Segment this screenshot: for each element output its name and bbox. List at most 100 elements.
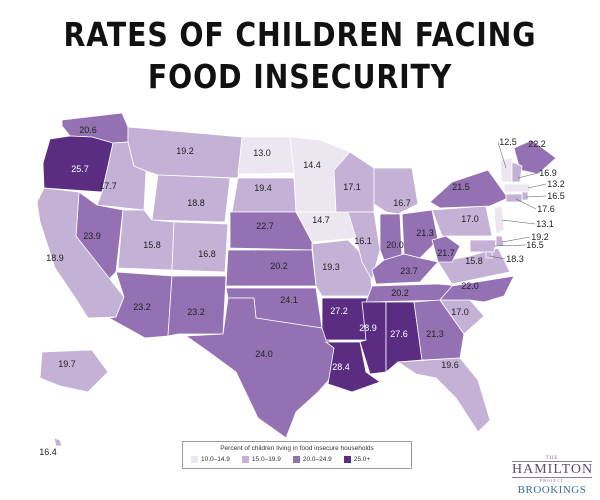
logo-brookings: BROOKINGS	[517, 484, 587, 496]
state-value-fl: 19.6	[441, 360, 459, 370]
state-value-tn: 20.2	[391, 288, 409, 298]
state-shapes	[36, 112, 557, 447]
state-value-oh: 21.3	[416, 228, 434, 238]
state-la	[324, 341, 381, 393]
state-value-ma: 13.2	[547, 179, 565, 189]
state-value-ak: 19.7	[58, 359, 76, 369]
legend-bins: 10.0–14.9 15.0–19.9 20.0–24.9 25.0+	[191, 456, 370, 463]
state-ky	[371, 253, 439, 285]
title-line-2: FOOD INSECURITY	[147, 57, 453, 96]
state-value-md: 16.5	[526, 240, 544, 250]
state-value-va: 15.8	[465, 256, 483, 266]
state-value-ct: 17.6	[537, 204, 555, 214]
state-value-ut: 15.8	[143, 240, 161, 250]
state-oh	[401, 209, 439, 259]
state-value-vt: 12.5	[499, 137, 517, 147]
state-ar	[321, 297, 373, 341]
state-value-ga: 21.3	[426, 329, 444, 339]
state-value-la: 28.4	[332, 362, 350, 372]
state-value-mo: 19.3	[322, 262, 340, 272]
state-ca	[36, 187, 125, 319]
legend-swatch-1	[191, 456, 198, 463]
state-value-nd: 13.0	[253, 148, 271, 158]
legend-bin-4: 25.0+	[343, 456, 371, 463]
map-legend: Percent of children living in food insec…	[182, 441, 412, 469]
state-nh	[511, 161, 523, 183]
state-value-de: 19.2	[531, 232, 549, 242]
state-pa	[431, 205, 493, 237]
leader-line-ct	[515, 198, 537, 210]
state-in	[379, 213, 403, 261]
leader-line-nj	[501, 219, 536, 225]
state-md	[469, 239, 497, 253]
state-value-ms: 28.9	[359, 323, 377, 333]
state-value-pa: 17.0	[461, 214, 479, 224]
state-ga	[413, 299, 465, 361]
hamilton-brookings-logo: THE HAMILTON PROJECT BROOKINGS	[512, 456, 592, 496]
state-value-sc: 17.0	[451, 307, 469, 317]
state-value-mt: 19.2	[176, 146, 194, 156]
state-value-nj: 13.1	[536, 219, 554, 229]
legend-bin-1: 10.0–14.9	[191, 456, 230, 463]
state-value-nm: 23.2	[187, 307, 205, 317]
state-value-ar: 27.2	[330, 306, 348, 316]
state-vt	[499, 157, 513, 183]
state-nc	[439, 275, 515, 303]
leader-line-de	[501, 236, 531, 243]
state-value-wi: 17.1	[343, 182, 361, 192]
state-value-dc: 18.3	[506, 254, 524, 264]
state-wv	[431, 235, 461, 263]
state-co	[171, 221, 229, 273]
legend-bin-label: 15.0–19.9	[251, 456, 281, 463]
state-value-mi: 16.7	[393, 198, 411, 208]
logo-hamilton: HAMILTON	[512, 461, 594, 478]
leader-line-nh	[517, 172, 539, 179]
state-value-labels: 20.6 25.7 17.7 19.2 18.8 23.9 18.9 15.8 16.8 23.2…	[39, 125, 565, 457]
state-de	[495, 235, 505, 247]
state-value-id: 17.7	[99, 181, 117, 191]
state-nm	[167, 275, 227, 337]
leader-lines	[489, 141, 547, 260]
state-value-or: 25.7	[71, 164, 89, 174]
state-tx	[184, 297, 337, 439]
state-value-me: 22.2	[528, 139, 546, 149]
state-value-ia: 14.7	[312, 215, 330, 225]
state-value-az: 23.2	[133, 302, 151, 312]
leader-line-ma	[527, 183, 547, 189]
state-fl	[396, 357, 491, 433]
state-value-sd: 19.4	[254, 183, 272, 193]
logo-project: PROJECT	[540, 478, 564, 483]
state-value-mn: 14.4	[303, 160, 321, 170]
state-value-wy: 18.8	[187, 198, 205, 208]
state-value-nv: 23.9	[83, 231, 101, 241]
state-value-il: 16.1	[354, 236, 372, 246]
state-value-ne: 22.7	[256, 221, 274, 231]
logo-the: THE	[545, 456, 559, 461]
state-value-hi: 16.4	[39, 447, 57, 457]
legend-swatch-3	[292, 456, 300, 463]
leader-line-dc	[489, 255, 506, 260]
legend-swatch-4	[343, 456, 351, 463]
state-value-ri: 16.5	[547, 191, 565, 201]
state-dc	[485, 251, 493, 259]
legend-bin-label: 10.0–14.9	[201, 456, 230, 463]
legend-bin-3: 20.0–24.9	[292, 456, 332, 463]
state-value-nc: 22.0	[461, 281, 479, 291]
legend-bin-label: 25.0+	[353, 456, 371, 463]
state-hi	[53, 437, 63, 447]
state-ak	[39, 349, 109, 393]
state-value-co: 16.8	[198, 249, 216, 259]
legend-bin-label: 20.0–24.9	[302, 456, 332, 463]
state-value-tx: 24.0	[255, 349, 273, 359]
state-value-ky: 23.7	[400, 266, 418, 276]
state-value-ca: 18.9	[46, 253, 64, 263]
state-value-ks: 20.2	[270, 261, 288, 271]
state-value-nh: 16.9	[539, 168, 557, 178]
state-nj	[493, 205, 505, 235]
state-value-ny: 21.5	[452, 182, 470, 192]
leader-line-ri	[525, 195, 547, 198]
legend-title: Percent of children living in food insec…	[220, 445, 374, 452]
state-il	[347, 211, 381, 282]
state-wy	[151, 174, 231, 223]
